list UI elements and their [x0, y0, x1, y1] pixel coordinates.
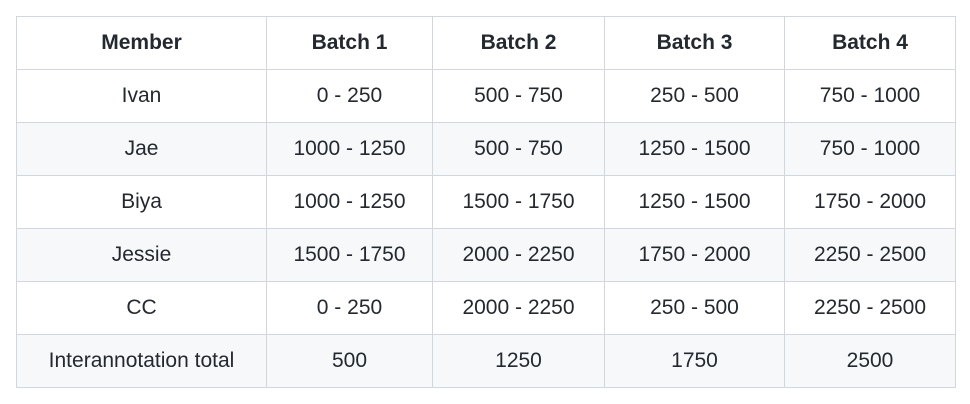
table-header: Member Batch 1 Batch 2 Batch 3 Batch 4 — [16, 16, 956, 70]
batch-4-cell: 750 - 1000 — [784, 69, 956, 123]
batch-1-cell: 0 - 250 — [266, 69, 433, 123]
batch-1-cell: 1000 - 1250 — [266, 175, 433, 229]
batch-3-cell: 250 - 500 — [604, 69, 785, 123]
batch-4-cell: 2250 - 2500 — [784, 228, 956, 282]
batch-3-cell: 1250 - 1500 — [604, 122, 785, 176]
batch-assignment-table-container: Member Batch 1 Batch 2 Batch 3 Batch 4 I… — [16, 16, 956, 388]
member-cell: Ivan — [16, 69, 267, 123]
batch-3-cell: 1750 - 2000 — [604, 228, 785, 282]
batch-3-total-cell: 1750 — [604, 334, 785, 388]
table-body: Ivan 0 - 250 500 - 750 250 - 500 750 - 1… — [16, 69, 956, 388]
batch-2-cell: 2000 - 2250 — [432, 228, 605, 282]
table-row: Biya 1000 - 1250 1500 - 1750 1250 - 1500… — [16, 175, 956, 229]
batch-2-cell: 2000 - 2250 — [432, 281, 605, 335]
batch-2-cell: 500 - 750 — [432, 69, 605, 123]
header-batch-2: Batch 2 — [432, 16, 605, 70]
batch-4-cell: 2250 - 2500 — [784, 281, 956, 335]
member-cell: CC — [16, 281, 267, 335]
header-batch-3: Batch 3 — [604, 16, 785, 70]
batch-3-cell: 250 - 500 — [604, 281, 785, 335]
batch-1-cell: 1000 - 1250 — [266, 122, 433, 176]
member-cell: Jae — [16, 122, 267, 176]
batch-4-cell: 1750 - 2000 — [784, 175, 956, 229]
batch-3-cell: 1250 - 1500 — [604, 175, 785, 229]
batch-4-cell: 750 - 1000 — [784, 122, 956, 176]
batch-1-total-cell: 500 — [266, 334, 433, 388]
header-batch-1: Batch 1 — [266, 16, 433, 70]
batch-2-total-cell: 1250 — [432, 334, 605, 388]
member-cell: Biya — [16, 175, 267, 229]
table-row: Ivan 0 - 250 500 - 750 250 - 500 750 - 1… — [16, 69, 956, 123]
batch-2-cell: 1500 - 1750 — [432, 175, 605, 229]
header-member: Member — [16, 16, 267, 70]
total-row: Interannotation total 500 1250 1750 2500 — [16, 334, 956, 388]
total-label-cell: Interannotation total — [16, 334, 267, 388]
header-batch-4: Batch 4 — [784, 16, 956, 70]
header-row: Member Batch 1 Batch 2 Batch 3 Batch 4 — [16, 16, 956, 70]
table-row: Jessie 1500 - 1750 2000 - 2250 1750 - 20… — [16, 228, 956, 282]
member-cell: Jessie — [16, 228, 267, 282]
table-row: CC 0 - 250 2000 - 2250 250 - 500 2250 - … — [16, 281, 956, 335]
batch-1-cell: 0 - 250 — [266, 281, 433, 335]
batch-4-total-cell: 2500 — [784, 334, 956, 388]
batch-assignment-table: Member Batch 1 Batch 2 Batch 3 Batch 4 I… — [16, 16, 956, 388]
table-row: Jae 1000 - 1250 500 - 750 1250 - 1500 75… — [16, 122, 956, 176]
batch-2-cell: 500 - 750 — [432, 122, 605, 176]
batch-1-cell: 1500 - 1750 — [266, 228, 433, 282]
